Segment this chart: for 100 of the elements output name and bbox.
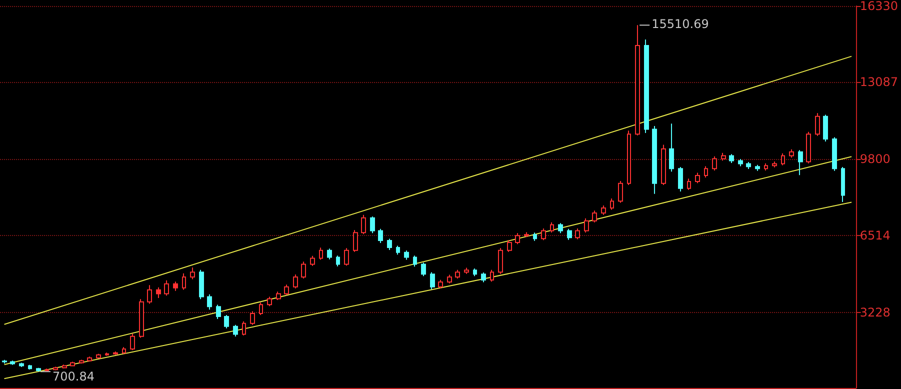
candlestick xyxy=(841,166,845,203)
candlestick xyxy=(815,112,820,136)
candlestick xyxy=(53,366,58,371)
candlestick xyxy=(28,364,32,370)
candlestick xyxy=(353,230,358,252)
candlestick xyxy=(259,302,263,316)
candlestick xyxy=(190,267,195,280)
y-tick-label: 6514 xyxy=(860,228,890,243)
candlestick xyxy=(644,38,649,134)
candlestick xyxy=(584,218,589,233)
candlestick xyxy=(712,156,717,171)
candlestick xyxy=(173,281,178,292)
candlestick xyxy=(652,126,657,194)
annotation: 700.84 xyxy=(52,370,95,384)
candlestick xyxy=(481,272,486,283)
candlestick xyxy=(250,310,255,326)
candlestick xyxy=(567,228,572,240)
candlestick xyxy=(601,205,606,216)
candlestick xyxy=(669,123,674,172)
candlestick xyxy=(695,172,700,184)
candlestick xyxy=(789,148,794,158)
candlestick xyxy=(772,161,777,168)
candlestick xyxy=(276,291,281,301)
candlestick xyxy=(687,178,691,190)
candlestick xyxy=(224,314,229,329)
candlestick xyxy=(464,267,469,274)
candlestick xyxy=(610,198,614,210)
candlestick xyxy=(267,296,272,307)
candlestick xyxy=(421,262,426,277)
candlestick xyxy=(96,353,101,360)
candlestick xyxy=(678,166,683,192)
candlestick xyxy=(62,364,67,369)
candlestick xyxy=(575,228,580,240)
candlestick xyxy=(473,268,477,277)
y-tick-label: 16330 xyxy=(860,0,898,13)
candlestick xyxy=(293,274,298,289)
candlestick xyxy=(781,152,785,166)
candlestick xyxy=(550,222,554,233)
annotation: 15510.69 xyxy=(652,17,709,32)
candlestick xyxy=(661,144,666,186)
candlestick xyxy=(45,368,49,372)
candlestick xyxy=(515,232,520,245)
candlestick xyxy=(70,361,75,367)
candlestick xyxy=(798,150,803,176)
y-tick-label: 13087 xyxy=(860,74,898,89)
candlestick xyxy=(370,216,375,234)
candlestick xyxy=(284,284,289,296)
candlestick xyxy=(301,261,306,280)
candlestick xyxy=(627,130,631,186)
candlestick xyxy=(139,298,144,338)
candlestick xyxy=(832,136,837,172)
candlestick xyxy=(438,279,443,289)
candlestick xyxy=(361,214,366,235)
candlestick xyxy=(310,255,315,266)
candlestick xyxy=(2,359,7,364)
candlestick xyxy=(498,248,503,274)
candlestick xyxy=(721,152,726,162)
candlestick xyxy=(344,248,349,266)
candlestick xyxy=(635,24,640,136)
candlestick xyxy=(738,158,743,167)
candlestick xyxy=(507,240,512,252)
candlestick xyxy=(113,351,118,356)
candlestick xyxy=(404,250,409,260)
candlestick xyxy=(541,228,546,241)
candlestick xyxy=(806,131,811,164)
candlestick xyxy=(558,222,563,234)
candlestick xyxy=(336,255,340,267)
candlestick xyxy=(147,284,152,304)
candlestick xyxy=(156,286,161,298)
candlestick xyxy=(105,352,109,356)
candlestick xyxy=(164,280,169,296)
candlestick xyxy=(122,346,126,354)
candlestick xyxy=(430,272,435,290)
candlestick xyxy=(319,247,323,260)
candlestick xyxy=(755,164,760,172)
candlestick xyxy=(396,245,400,256)
candlestick xyxy=(10,360,15,366)
candlestick xyxy=(704,166,708,178)
candlestick xyxy=(199,269,204,300)
candlestick xyxy=(36,367,41,372)
candlestick xyxy=(19,362,24,368)
candlestick xyxy=(327,248,332,260)
candlestick xyxy=(242,320,246,336)
candlestick xyxy=(130,333,135,351)
candlestick xyxy=(490,269,494,282)
candlestick xyxy=(592,210,597,223)
candlestick xyxy=(87,356,92,362)
candlestick xyxy=(618,180,623,204)
candlestick xyxy=(447,274,452,284)
y-tick-label: 9800 xyxy=(860,152,890,166)
candlestick xyxy=(729,154,734,164)
candlestick xyxy=(387,238,392,250)
candlestick xyxy=(216,304,221,320)
candlestick xyxy=(524,232,529,238)
candlestick xyxy=(455,269,460,280)
candlestick xyxy=(746,162,751,170)
candlestick xyxy=(533,232,537,242)
candlestick xyxy=(378,228,383,244)
y-tick-label: 3228 xyxy=(860,305,890,320)
candlestick xyxy=(823,114,828,142)
